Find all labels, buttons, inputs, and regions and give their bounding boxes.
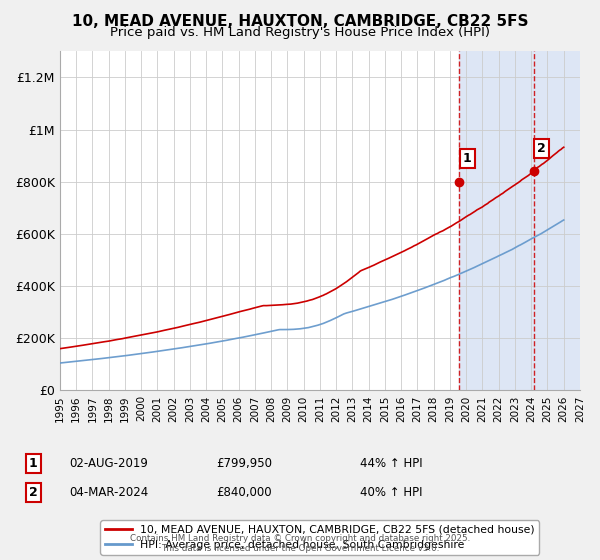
Text: 1: 1 xyxy=(29,457,37,470)
Text: 02-AUG-2019: 02-AUG-2019 xyxy=(69,457,148,470)
Text: Contains HM Land Registry data © Crown copyright and database right 2025.
This d: Contains HM Land Registry data © Crown c… xyxy=(130,534,470,553)
Text: 04-MAR-2024: 04-MAR-2024 xyxy=(69,486,148,500)
Text: Price paid vs. HM Land Registry's House Price Index (HPI): Price paid vs. HM Land Registry's House … xyxy=(110,26,490,39)
Text: 10, MEAD AVENUE, HAUXTON, CAMBRIDGE, CB22 5FS: 10, MEAD AVENUE, HAUXTON, CAMBRIDGE, CB2… xyxy=(72,14,528,29)
Text: 40% ↑ HPI: 40% ↑ HPI xyxy=(360,486,422,500)
Bar xyxy=(460,52,580,390)
Text: 2: 2 xyxy=(29,486,37,500)
Text: £840,000: £840,000 xyxy=(216,486,272,500)
Text: 2: 2 xyxy=(537,142,546,155)
Text: 1: 1 xyxy=(463,152,472,165)
Text: 44% ↑ HPI: 44% ↑ HPI xyxy=(360,457,422,470)
Text: £799,950: £799,950 xyxy=(216,457,272,470)
Legend: 10, MEAD AVENUE, HAUXTON, CAMBRIDGE, CB22 5FS (detached house), HPI: Average pri: 10, MEAD AVENUE, HAUXTON, CAMBRIDGE, CB2… xyxy=(100,520,539,554)
